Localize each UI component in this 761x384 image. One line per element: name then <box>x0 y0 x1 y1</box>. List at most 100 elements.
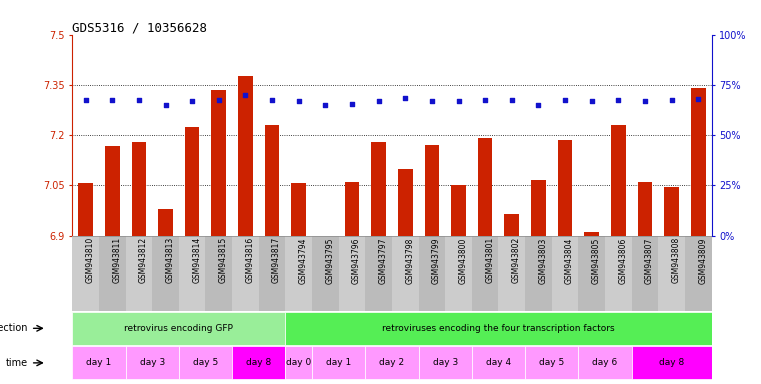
Bar <box>605 236 632 311</box>
Text: day 6: day 6 <box>592 358 618 367</box>
Bar <box>158 210 173 236</box>
Bar <box>584 232 599 236</box>
Text: GSM943815: GSM943815 <box>219 237 228 283</box>
Text: infection: infection <box>0 323 27 333</box>
Point <box>400 95 412 101</box>
Bar <box>105 146 119 236</box>
Bar <box>478 138 492 236</box>
Bar <box>339 236 365 311</box>
Bar <box>132 142 146 236</box>
Point <box>293 98 305 104</box>
Bar <box>498 236 525 311</box>
Bar <box>392 236 419 311</box>
Point <box>160 102 172 108</box>
Point <box>586 98 598 104</box>
Point <box>240 92 252 98</box>
Bar <box>365 346 419 379</box>
Text: day 2: day 2 <box>379 358 405 367</box>
Text: GSM943796: GSM943796 <box>352 237 361 284</box>
Bar <box>658 236 685 311</box>
Bar <box>578 236 605 311</box>
Point <box>453 98 465 104</box>
Text: GSM943802: GSM943802 <box>512 237 521 283</box>
Text: GSM943801: GSM943801 <box>486 237 494 283</box>
Bar <box>72 312 285 345</box>
Point <box>479 97 492 103</box>
Text: GSM943807: GSM943807 <box>645 237 654 283</box>
Point <box>612 97 624 103</box>
Text: GSM943806: GSM943806 <box>618 237 627 283</box>
Bar <box>691 88 705 236</box>
Bar <box>185 127 199 236</box>
Text: day 4: day 4 <box>486 358 511 367</box>
Bar <box>371 142 386 236</box>
Bar <box>632 346 712 379</box>
Text: GDS5316 / 10356628: GDS5316 / 10356628 <box>72 22 207 35</box>
Point <box>133 97 145 103</box>
Bar <box>291 183 306 236</box>
Bar <box>126 236 152 311</box>
Bar <box>445 236 472 311</box>
Text: day 1: day 1 <box>86 358 112 367</box>
Bar <box>558 140 572 236</box>
Text: day 8: day 8 <box>659 358 684 367</box>
Text: GSM943805: GSM943805 <box>592 237 600 283</box>
Text: GSM943814: GSM943814 <box>193 237 201 283</box>
Bar <box>126 346 179 379</box>
Point <box>639 98 651 104</box>
Bar <box>78 183 93 236</box>
Bar <box>232 346 285 379</box>
Text: day 5: day 5 <box>539 358 565 367</box>
Text: GSM943803: GSM943803 <box>539 237 547 283</box>
Text: retroviruses encoding the four transcription factors: retroviruses encoding the four transcrip… <box>382 324 615 333</box>
Point <box>506 97 518 103</box>
Bar <box>365 236 392 311</box>
Text: day 5: day 5 <box>193 358 218 367</box>
Point <box>559 97 571 103</box>
Text: day 3: day 3 <box>139 358 165 367</box>
Bar <box>72 346 126 379</box>
Bar <box>472 346 525 379</box>
Text: day 1: day 1 <box>326 358 352 367</box>
Bar <box>212 90 226 236</box>
Bar <box>285 236 312 311</box>
Bar <box>99 236 126 311</box>
Text: GSM943800: GSM943800 <box>459 237 467 283</box>
Text: GSM943809: GSM943809 <box>699 237 707 283</box>
Bar <box>312 346 365 379</box>
Bar <box>419 346 472 379</box>
Bar <box>179 346 232 379</box>
Bar <box>611 125 626 236</box>
Bar <box>685 236 712 311</box>
Point <box>186 98 199 104</box>
Bar <box>179 236 205 311</box>
Text: day 3: day 3 <box>432 358 458 367</box>
Text: GSM943813: GSM943813 <box>166 237 174 283</box>
Point <box>533 102 545 108</box>
Text: GSM943808: GSM943808 <box>672 237 680 283</box>
Bar <box>525 346 578 379</box>
Text: GSM943795: GSM943795 <box>326 237 334 284</box>
Bar <box>205 236 232 311</box>
Point <box>320 102 332 108</box>
Text: GSM943798: GSM943798 <box>406 237 414 283</box>
Text: GSM943816: GSM943816 <box>246 237 254 283</box>
Point <box>80 97 92 103</box>
Point <box>373 98 385 104</box>
Point <box>213 97 225 103</box>
Bar <box>72 236 99 311</box>
Bar <box>425 145 439 236</box>
Bar <box>398 169 412 236</box>
Bar <box>472 236 498 311</box>
Text: GSM943810: GSM943810 <box>86 237 94 283</box>
Text: GSM943799: GSM943799 <box>432 237 441 284</box>
Bar <box>525 236 552 311</box>
Bar <box>578 346 632 379</box>
Point <box>666 97 678 103</box>
Text: day 0: day 0 <box>286 358 311 367</box>
Bar <box>259 236 285 311</box>
Text: day 8: day 8 <box>246 358 272 367</box>
Point <box>426 98 438 104</box>
Bar <box>318 236 333 237</box>
Bar <box>285 312 712 345</box>
